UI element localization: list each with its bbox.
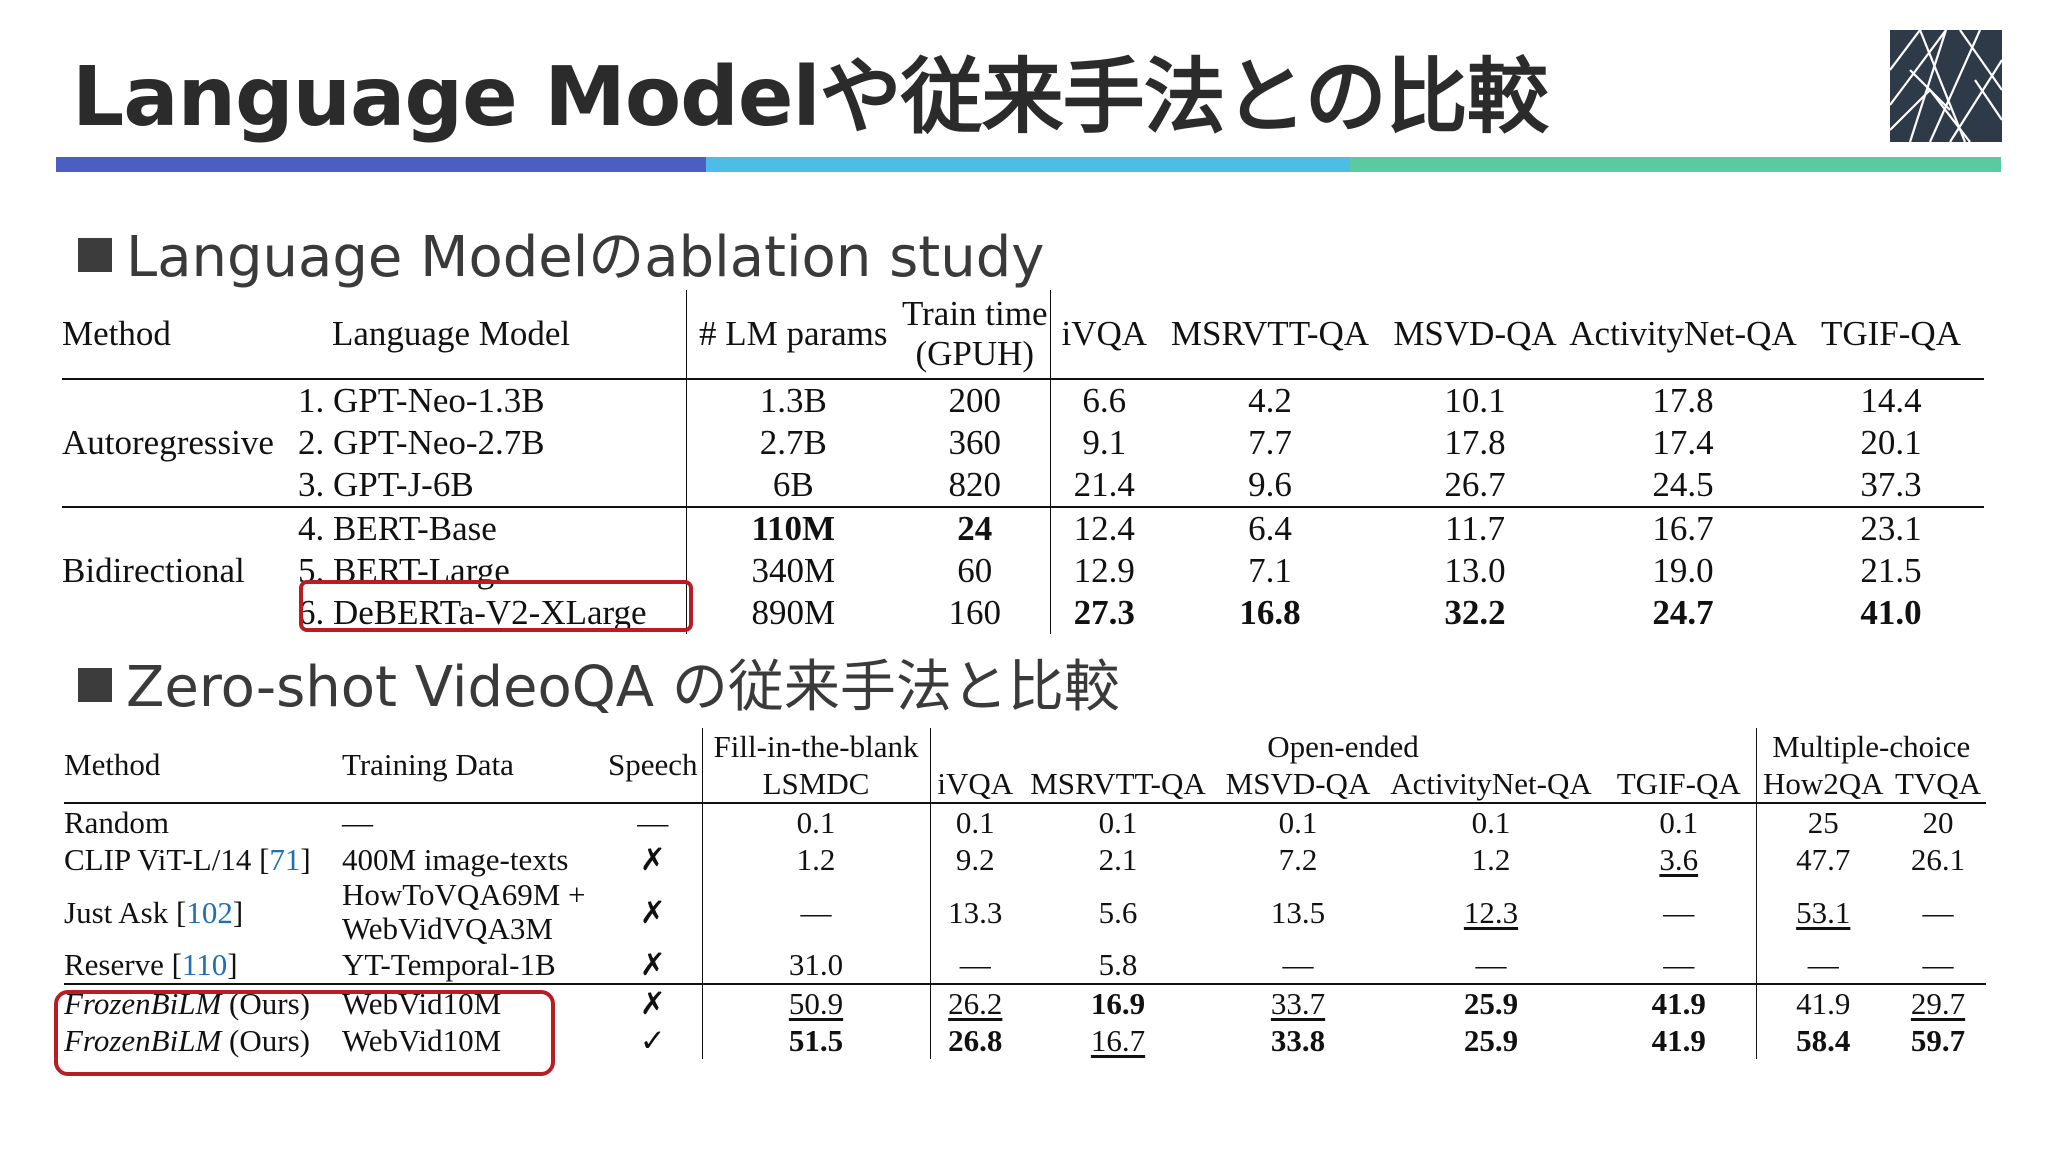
section-heading-ablation: Language Modelのablation study <box>78 212 1044 293</box>
col-activitynet: ActivityNet-QA <box>1569 314 1797 353</box>
table-row: FrozenBiLM (Ours) WebVid10M ✗ 50.9 26.2 … <box>64 983 1986 1022</box>
col-lm-params: # LM params <box>685 290 900 379</box>
col-tgif: TGIF-QA <box>1821 314 1961 353</box>
table-header: Method Training Data Speech Fill-in-the-… <box>64 728 1986 782</box>
section-heading-comparison: Zero-shot VideoQA の従来手法と比較 <box>78 642 1120 723</box>
highlight-box-deberta <box>299 580 693 632</box>
bullet-square-icon <box>78 668 112 702</box>
citation-link[interactable]: 102 <box>186 894 233 930</box>
table-row: CLIP ViT-L/14 [71] 400M image-texts ✗ 1.… <box>64 841 1966 878</box>
col-ivqa: iVQA <box>1049 290 1158 379</box>
col-msvd: MSVD-QA <box>1393 314 1557 353</box>
ablation-table: Method Language Model # LM params Train … <box>62 290 1984 634</box>
citation-link[interactable]: 71 <box>269 842 301 877</box>
table-row: Random — — 0.1 0.1 0.1 0.1 0.1 0.1 25 20 <box>64 802 1986 841</box>
table-row: Autoregressive 1. GPT-Neo-1.3B 1.3B 200 … <box>62 378 1984 507</box>
table-row: 3. GPT-J-6B 6B 820 21.4 9.6 26.7 24.5 37… <box>62 464 1984 507</box>
slide-title: Language Modelや従来手法との比較 <box>72 50 1549 145</box>
table-row: FrozenBiLM (Ours) WebVid10M ✓ 51.5 26.8 … <box>64 1022 1966 1059</box>
logo-icon <box>1889 29 2003 143</box>
highlight-box-frozenbilm <box>54 990 555 1076</box>
table-row: Just Ask [102] HowToVQA69M + WebVidVQA3M … <box>64 877 1954 946</box>
accent-bar-cyan <box>706 157 1350 172</box>
table-row: Reserve [110] YT-Temporal-1B ✗ 31.0 — 5.… <box>64 946 1954 984</box>
table-row: Bidirectional 4. BERT-Base 110M 24 12.4 … <box>62 506 1984 634</box>
col-method: Method <box>62 314 171 353</box>
accent-bar-green <box>1350 157 2001 172</box>
col-train-time: Train time (GPUH) <box>901 294 1048 373</box>
col-msrvtt: MSRVTT-QA <box>1170 314 1370 353</box>
table-header: Method Language Model # LM params Train … <box>62 290 1984 379</box>
table-row: 6. DeBERTa-V2-XLarge 890M 160 27.3 16.8 … <box>298 592 1922 634</box>
group-label: Autoregressive <box>62 378 296 507</box>
table-header: LSMDC iVQA MSRVTT-QA MSVD-QA ActivityNet… <box>64 765 1986 803</box>
table-row: 2. GPT-Neo-2.7B 2.7B 360 9.1 7.7 17.8 17… <box>298 422 1922 464</box>
accent-bar-blue <box>56 157 706 172</box>
comparison-table: Method Training Data Speech Fill-in-the-… <box>64 728 1986 1059</box>
group-label: Bidirectional <box>62 506 296 634</box>
citation-link[interactable]: 110 <box>181 947 228 982</box>
bullet-square-icon <box>78 238 112 272</box>
col-language-model: Language Model <box>332 314 571 353</box>
